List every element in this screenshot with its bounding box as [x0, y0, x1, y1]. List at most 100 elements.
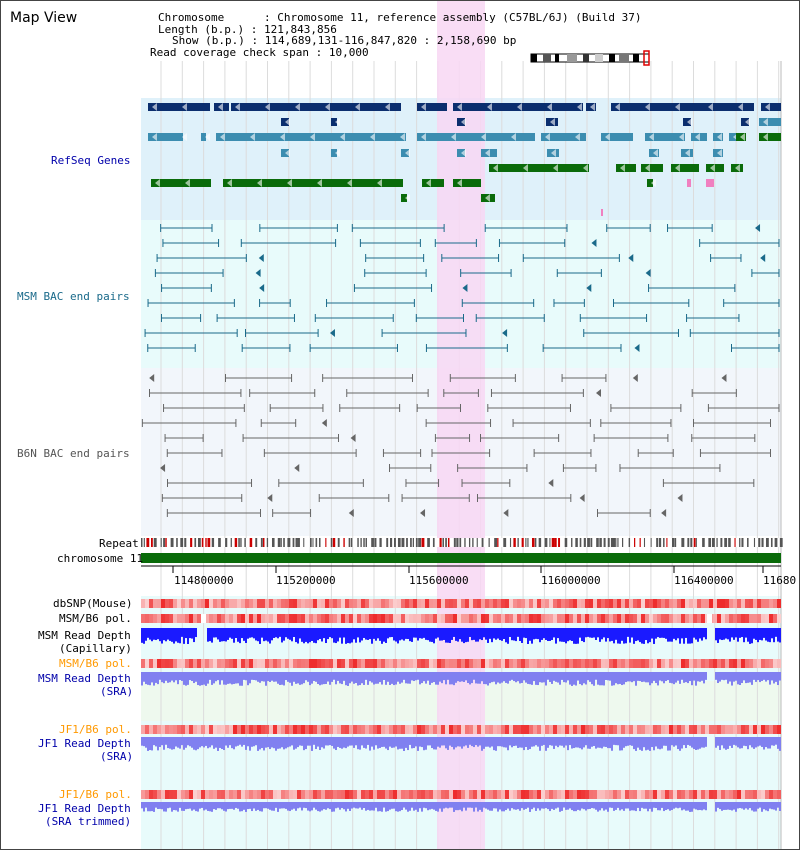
polymorphism-cell	[541, 659, 545, 668]
read-depth-bar	[265, 737, 267, 748]
read-depth-bar	[553, 628, 555, 637]
read-depth-bar	[461, 737, 463, 749]
polymorphism-cell	[537, 599, 541, 608]
read-depth-bar	[231, 672, 233, 684]
polymorphism-cell	[381, 725, 385, 734]
read-depth-bar	[275, 628, 277, 637]
polymorphism-cell	[745, 790, 749, 799]
track-label-jf1-read-depth[interactable]: JF1 Read Depth	[38, 737, 131, 750]
polymorphism-cell	[517, 725, 521, 734]
read-depth-bar	[737, 628, 739, 642]
read-depth-bar	[265, 672, 267, 686]
read-depth-bar	[577, 737, 579, 748]
read-depth-bar	[495, 628, 497, 640]
track-label-repeat[interactable]: Repeat	[99, 537, 139, 550]
polymorphism-cell	[689, 790, 693, 799]
read-depth-bar	[621, 672, 623, 685]
track-label-msm-read-depth-sra[interactable]: MSM Read Depth	[38, 672, 131, 685]
read-depth-bar	[677, 672, 679, 681]
repeat-element	[316, 538, 318, 547]
polymorphism-cell	[669, 659, 673, 668]
track-label-msm-bac[interactable]: MSM BAC end pairs	[17, 290, 130, 303]
polymorphism-cell	[301, 725, 305, 734]
repeat-element	[263, 538, 264, 547]
read-depth-bar	[587, 802, 589, 809]
read-depth-bar	[353, 672, 355, 684]
read-depth-bar	[149, 628, 151, 640]
read-depth-bar	[489, 737, 491, 748]
track-label-b6n-bac[interactable]: B6N BAC end pairs	[17, 447, 130, 460]
polymorphism-cell	[245, 614, 249, 623]
read-depth-bar	[489, 802, 491, 811]
read-depth-bar	[665, 737, 667, 746]
read-depth-bar	[231, 737, 233, 748]
polymorphism-cell	[153, 790, 157, 799]
read-depth-bar	[723, 672, 725, 680]
read-depth-bar	[777, 802, 779, 808]
read-depth-bar	[211, 802, 213, 812]
read-depth-bar	[159, 672, 161, 680]
read-depth-bar	[459, 737, 461, 747]
polymorphism-cell	[561, 614, 565, 623]
repeat-element	[590, 538, 592, 547]
polymorphism-cell	[421, 614, 425, 623]
read-depth-bar	[503, 802, 505, 811]
read-depth-bar	[365, 737, 367, 749]
read-depth-bar	[253, 737, 255, 746]
polymorphism-cell	[729, 614, 733, 623]
track-label-msm-read-depth-cap[interactable]: MSM Read Depth	[38, 629, 131, 642]
polymorphism-cell	[473, 599, 477, 608]
polymorphism-cell	[213, 599, 217, 608]
polymorphism-cell	[481, 659, 485, 668]
read-depth-bar	[637, 672, 639, 681]
read-depth-bar	[585, 672, 587, 684]
read-depth-bar	[629, 672, 631, 681]
polymorphism-cell	[737, 790, 741, 799]
polymorphism-cell	[761, 614, 765, 623]
read-depth-bar	[291, 802, 293, 810]
polymorphism-cell	[325, 599, 329, 608]
track-label-refseq[interactable]: RefSeq Genes	[51, 154, 130, 167]
polymorphism-cell	[513, 790, 517, 799]
track-label-jf1-read-depth-trim[interactable]: JF1 Read Depth	[38, 802, 131, 815]
polymorphism-cell	[161, 599, 165, 608]
read-depth-bar	[483, 737, 485, 749]
read-depth-bar	[251, 672, 253, 680]
read-depth-bar	[481, 672, 483, 681]
track-label-msm-b6-pol[interactable]: MSM/B6 pol.	[59, 612, 132, 625]
read-depth-bar	[303, 672, 305, 683]
track-label-jf1-b6-pol-2[interactable]: JF1/B6 pol.	[59, 788, 132, 801]
polymorphism-cell	[433, 599, 437, 608]
read-depth-bar	[239, 802, 241, 811]
read-depth-bar	[479, 802, 481, 810]
read-depth-bar	[333, 628, 335, 643]
read-depth-bar	[767, 737, 769, 749]
polymorphism-cell	[189, 659, 193, 668]
polymorphism-cell	[533, 659, 537, 668]
polymorphism-cell	[169, 725, 173, 734]
read-depth-bar	[241, 802, 243, 811]
read-depth-bar	[161, 802, 163, 809]
polymorphism-cell	[529, 614, 533, 623]
read-depth-bar	[563, 672, 565, 682]
read-depth-bar	[727, 672, 729, 684]
repeat-element	[708, 538, 711, 547]
repeat-element	[552, 538, 555, 547]
read-depth-bar	[655, 672, 657, 683]
axis-tick-label: 115600000	[409, 574, 469, 587]
map-canvas[interactable]	[1, 1, 799, 849]
read-depth-bar	[543, 628, 545, 638]
read-depth-bar	[347, 802, 349, 809]
read-depth-bar	[573, 628, 575, 644]
track-label-msm-b6-pol-sra[interactable]: MSM/B6 pol.	[59, 657, 132, 670]
read-depth-bar	[685, 672, 687, 682]
read-depth-bar	[511, 802, 513, 808]
polymorphism-cell	[613, 599, 617, 608]
repeat-element	[681, 538, 684, 547]
track-label-jf1-b6-pol[interactable]: JF1/B6 pol.	[59, 723, 132, 736]
axis-tick-label: 11680	[763, 574, 796, 587]
read-depth-bar	[461, 672, 463, 681]
read-depth-bar	[381, 672, 383, 685]
track-label-dbsnp[interactable]: dbSNP(Mouse)	[53, 597, 132, 610]
read-depth-bar	[641, 672, 643, 682]
